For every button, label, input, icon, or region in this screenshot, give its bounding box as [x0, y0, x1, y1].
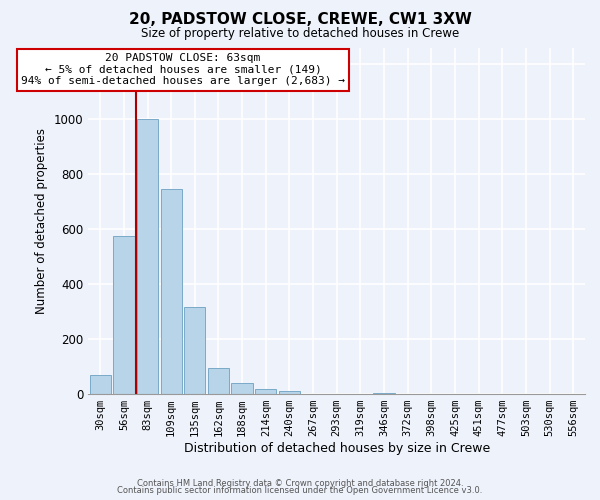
Bar [255, 388, 277, 394]
Text: 20 PADSTOW CLOSE: 63sqm
← 5% of detached houses are smaller (149)
94% of semi-de: 20 PADSTOW CLOSE: 63sqm ← 5% of detached… [21, 53, 345, 86]
Text: 20, PADSTOW CLOSE, CREWE, CW1 3XW: 20, PADSTOW CLOSE, CREWE, CW1 3XW [128, 12, 472, 28]
X-axis label: Distribution of detached houses by size in Crewe: Distribution of detached houses by size … [184, 442, 490, 455]
Bar [184, 308, 205, 394]
Bar [232, 383, 253, 394]
Bar [161, 189, 182, 394]
Y-axis label: Number of detached properties: Number of detached properties [35, 128, 48, 314]
Bar [89, 375, 111, 394]
Bar [137, 119, 158, 394]
Bar [279, 392, 300, 394]
Bar [373, 392, 395, 394]
Bar [113, 236, 134, 394]
Text: Contains HM Land Registry data © Crown copyright and database right 2024.: Contains HM Land Registry data © Crown c… [137, 478, 463, 488]
Text: Size of property relative to detached houses in Crewe: Size of property relative to detached ho… [141, 28, 459, 40]
Bar [208, 368, 229, 394]
Text: Contains public sector information licensed under the Open Government Licence v3: Contains public sector information licen… [118, 486, 482, 495]
